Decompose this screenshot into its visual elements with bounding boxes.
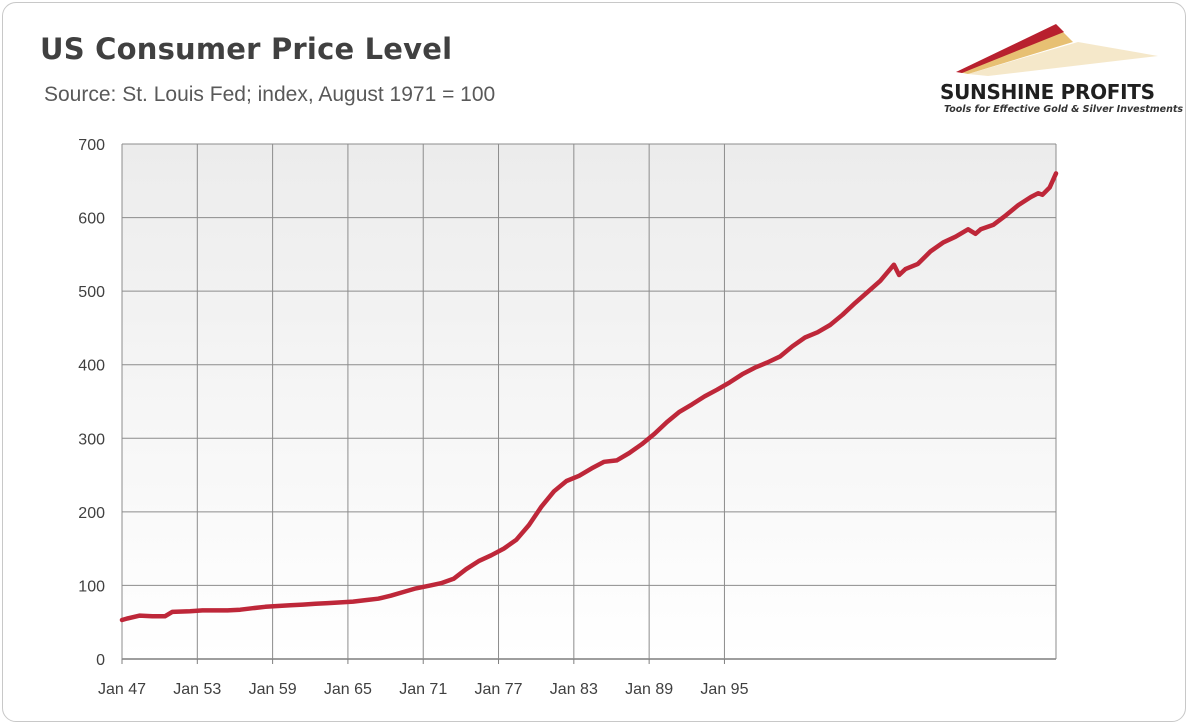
cpi-series-line <box>119 171 1059 623</box>
chart-subtitle: Source: St. Louis Fed; index, August 197… <box>44 83 496 106</box>
x-tick-label: Jan 47 <box>98 681 146 698</box>
logo-ray-light <box>968 42 1158 76</box>
x-tick-label: Jan 53 <box>173 681 221 698</box>
logo-ray-red <box>956 24 1064 73</box>
x-tick-label: Jan 71 <box>399 681 447 698</box>
y-tick-label: 300 <box>78 431 105 448</box>
logo-name: SUNSHINE PROFITS <box>940 80 1155 104</box>
logo-ray-gold <box>958 32 1073 74</box>
y-tick-label: 200 <box>78 505 105 522</box>
x-tick-label: Jan 59 <box>249 681 297 698</box>
x-tick-label: Jan 77 <box>475 681 523 698</box>
y-tick-label: 400 <box>78 358 105 375</box>
y-axis-ticks: 0 100 200 300 400 500 600 700 <box>78 137 105 669</box>
plot-area <box>122 144 1056 659</box>
x-axis-ticks: Jan 47 Jan 53 Jan 59 Jan 65 Jan 71 Jan 77 Jan … <box>98 681 749 698</box>
chart-title: US Consumer Price Level <box>40 32 453 66</box>
sunshine-profits-logo-icon <box>956 24 1158 76</box>
logo-tagline: Tools for Effective Gold & Silver Invest… <box>944 104 1184 115</box>
x-tick-label: Jan 89 <box>625 681 673 698</box>
y-tick-label: 100 <box>78 578 105 595</box>
y-tick-label: 0 <box>96 652 105 669</box>
y-tick-label: 600 <box>78 211 105 228</box>
gridlines <box>121 143 1057 664</box>
x-tick-label: Jan 95 <box>700 681 748 698</box>
x-tick-label: Jan 83 <box>550 681 598 698</box>
x-tick-label: Jan 65 <box>324 681 372 698</box>
y-tick-label: 500 <box>78 284 105 301</box>
y-tick-label: 700 <box>78 137 105 154</box>
